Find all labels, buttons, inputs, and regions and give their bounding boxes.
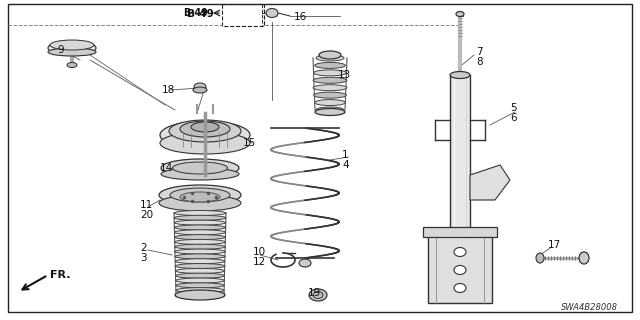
Ellipse shape [175,249,225,254]
Ellipse shape [180,192,220,202]
Text: 12: 12 [253,257,266,267]
Ellipse shape [175,273,225,278]
Ellipse shape [48,41,96,55]
Ellipse shape [313,77,347,83]
Text: 7: 7 [476,47,483,57]
Ellipse shape [175,254,225,259]
Ellipse shape [180,121,230,137]
Ellipse shape [159,195,241,211]
Text: 10: 10 [253,247,266,257]
Text: 19: 19 [308,288,321,298]
Bar [423,227,497,237]
Ellipse shape [536,253,544,263]
Ellipse shape [160,132,250,154]
Ellipse shape [315,108,345,116]
Ellipse shape [175,235,225,240]
Text: SWA4B28008: SWA4B28008 [561,303,618,312]
Ellipse shape [161,168,239,180]
Ellipse shape [174,215,226,220]
Bar [222,4,264,26]
Ellipse shape [314,92,346,98]
Bar [450,75,470,240]
Ellipse shape [175,268,225,273]
Ellipse shape [176,288,224,293]
Ellipse shape [175,278,225,283]
Text: 4: 4 [342,160,349,170]
Ellipse shape [175,259,225,264]
Text: 1: 1 [342,150,349,160]
Text: 18: 18 [162,85,175,95]
Ellipse shape [169,120,241,142]
Ellipse shape [176,283,224,288]
Ellipse shape [67,62,77,68]
Ellipse shape [175,239,225,244]
Text: 3: 3 [140,253,147,263]
Text: 5: 5 [510,103,516,113]
Text: 20: 20 [140,210,153,220]
Ellipse shape [579,252,589,264]
Ellipse shape [176,292,224,298]
Ellipse shape [319,51,341,59]
Ellipse shape [194,83,206,91]
Ellipse shape [50,40,94,50]
Text: 16: 16 [294,12,307,22]
Ellipse shape [174,225,226,230]
Ellipse shape [450,71,470,78]
Ellipse shape [313,292,323,299]
Text: 13: 13 [338,70,351,80]
Ellipse shape [315,62,346,68]
Text: 8: 8 [476,57,483,67]
Ellipse shape [316,107,344,113]
Ellipse shape [313,85,347,91]
Ellipse shape [454,247,466,257]
Polygon shape [470,165,510,200]
Ellipse shape [175,230,225,235]
Ellipse shape [454,284,466,292]
Text: 2: 2 [140,243,147,253]
Ellipse shape [159,185,241,205]
Bar [428,235,492,303]
Ellipse shape [299,259,311,267]
Ellipse shape [193,87,207,93]
Ellipse shape [309,289,327,301]
Ellipse shape [315,100,346,106]
Ellipse shape [175,264,225,268]
Ellipse shape [454,266,466,275]
Ellipse shape [161,159,239,177]
Text: B-49: B-49 [183,8,208,18]
Ellipse shape [175,244,225,249]
Ellipse shape [173,162,227,174]
Text: FR.: FR. [50,270,70,280]
Ellipse shape [456,12,464,17]
Ellipse shape [174,211,226,215]
Text: 11: 11 [140,200,153,210]
Ellipse shape [175,290,225,300]
Ellipse shape [314,70,346,76]
Text: B-49: B-49 [188,9,214,19]
Ellipse shape [174,220,226,225]
Text: 6: 6 [510,113,516,123]
Text: 14: 14 [160,163,173,173]
Ellipse shape [48,48,96,56]
Ellipse shape [316,55,344,61]
Ellipse shape [160,121,250,149]
Ellipse shape [191,122,219,132]
Text: 15: 15 [243,138,256,148]
Text: 17: 17 [548,240,561,250]
Ellipse shape [170,188,230,202]
Text: 9: 9 [57,45,63,55]
Ellipse shape [266,9,278,18]
